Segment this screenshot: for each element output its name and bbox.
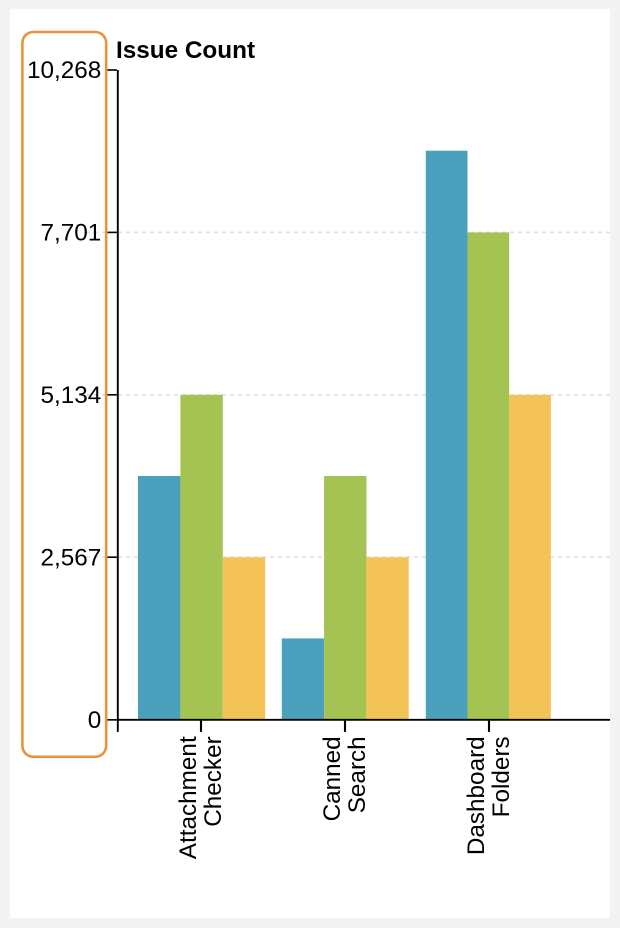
svg-text:0: 0 (88, 707, 102, 734)
svg-text:2,567: 2,567 (40, 544, 101, 571)
svg-text:7,701: 7,701 (40, 220, 101, 247)
svg-text:Search: Search (344, 736, 371, 813)
svg-text:Attachment: Attachment (175, 736, 202, 859)
svg-text:Canned: Canned (319, 736, 346, 821)
svg-text:Checker: Checker (200, 736, 227, 826)
svg-text:Folders: Folders (488, 736, 515, 817)
svg-text:Dashboard: Dashboard (463, 736, 490, 855)
svg-text:Issue Count: Issue Count (116, 37, 255, 64)
svg-text:10,268: 10,268 (27, 57, 101, 84)
svg-text:5,134: 5,134 (40, 382, 101, 409)
